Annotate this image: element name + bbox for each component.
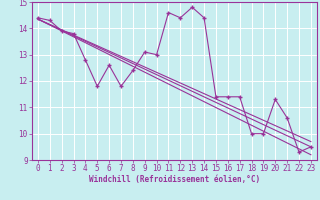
X-axis label: Windchill (Refroidissement éolien,°C): Windchill (Refroidissement éolien,°C) (89, 175, 260, 184)
